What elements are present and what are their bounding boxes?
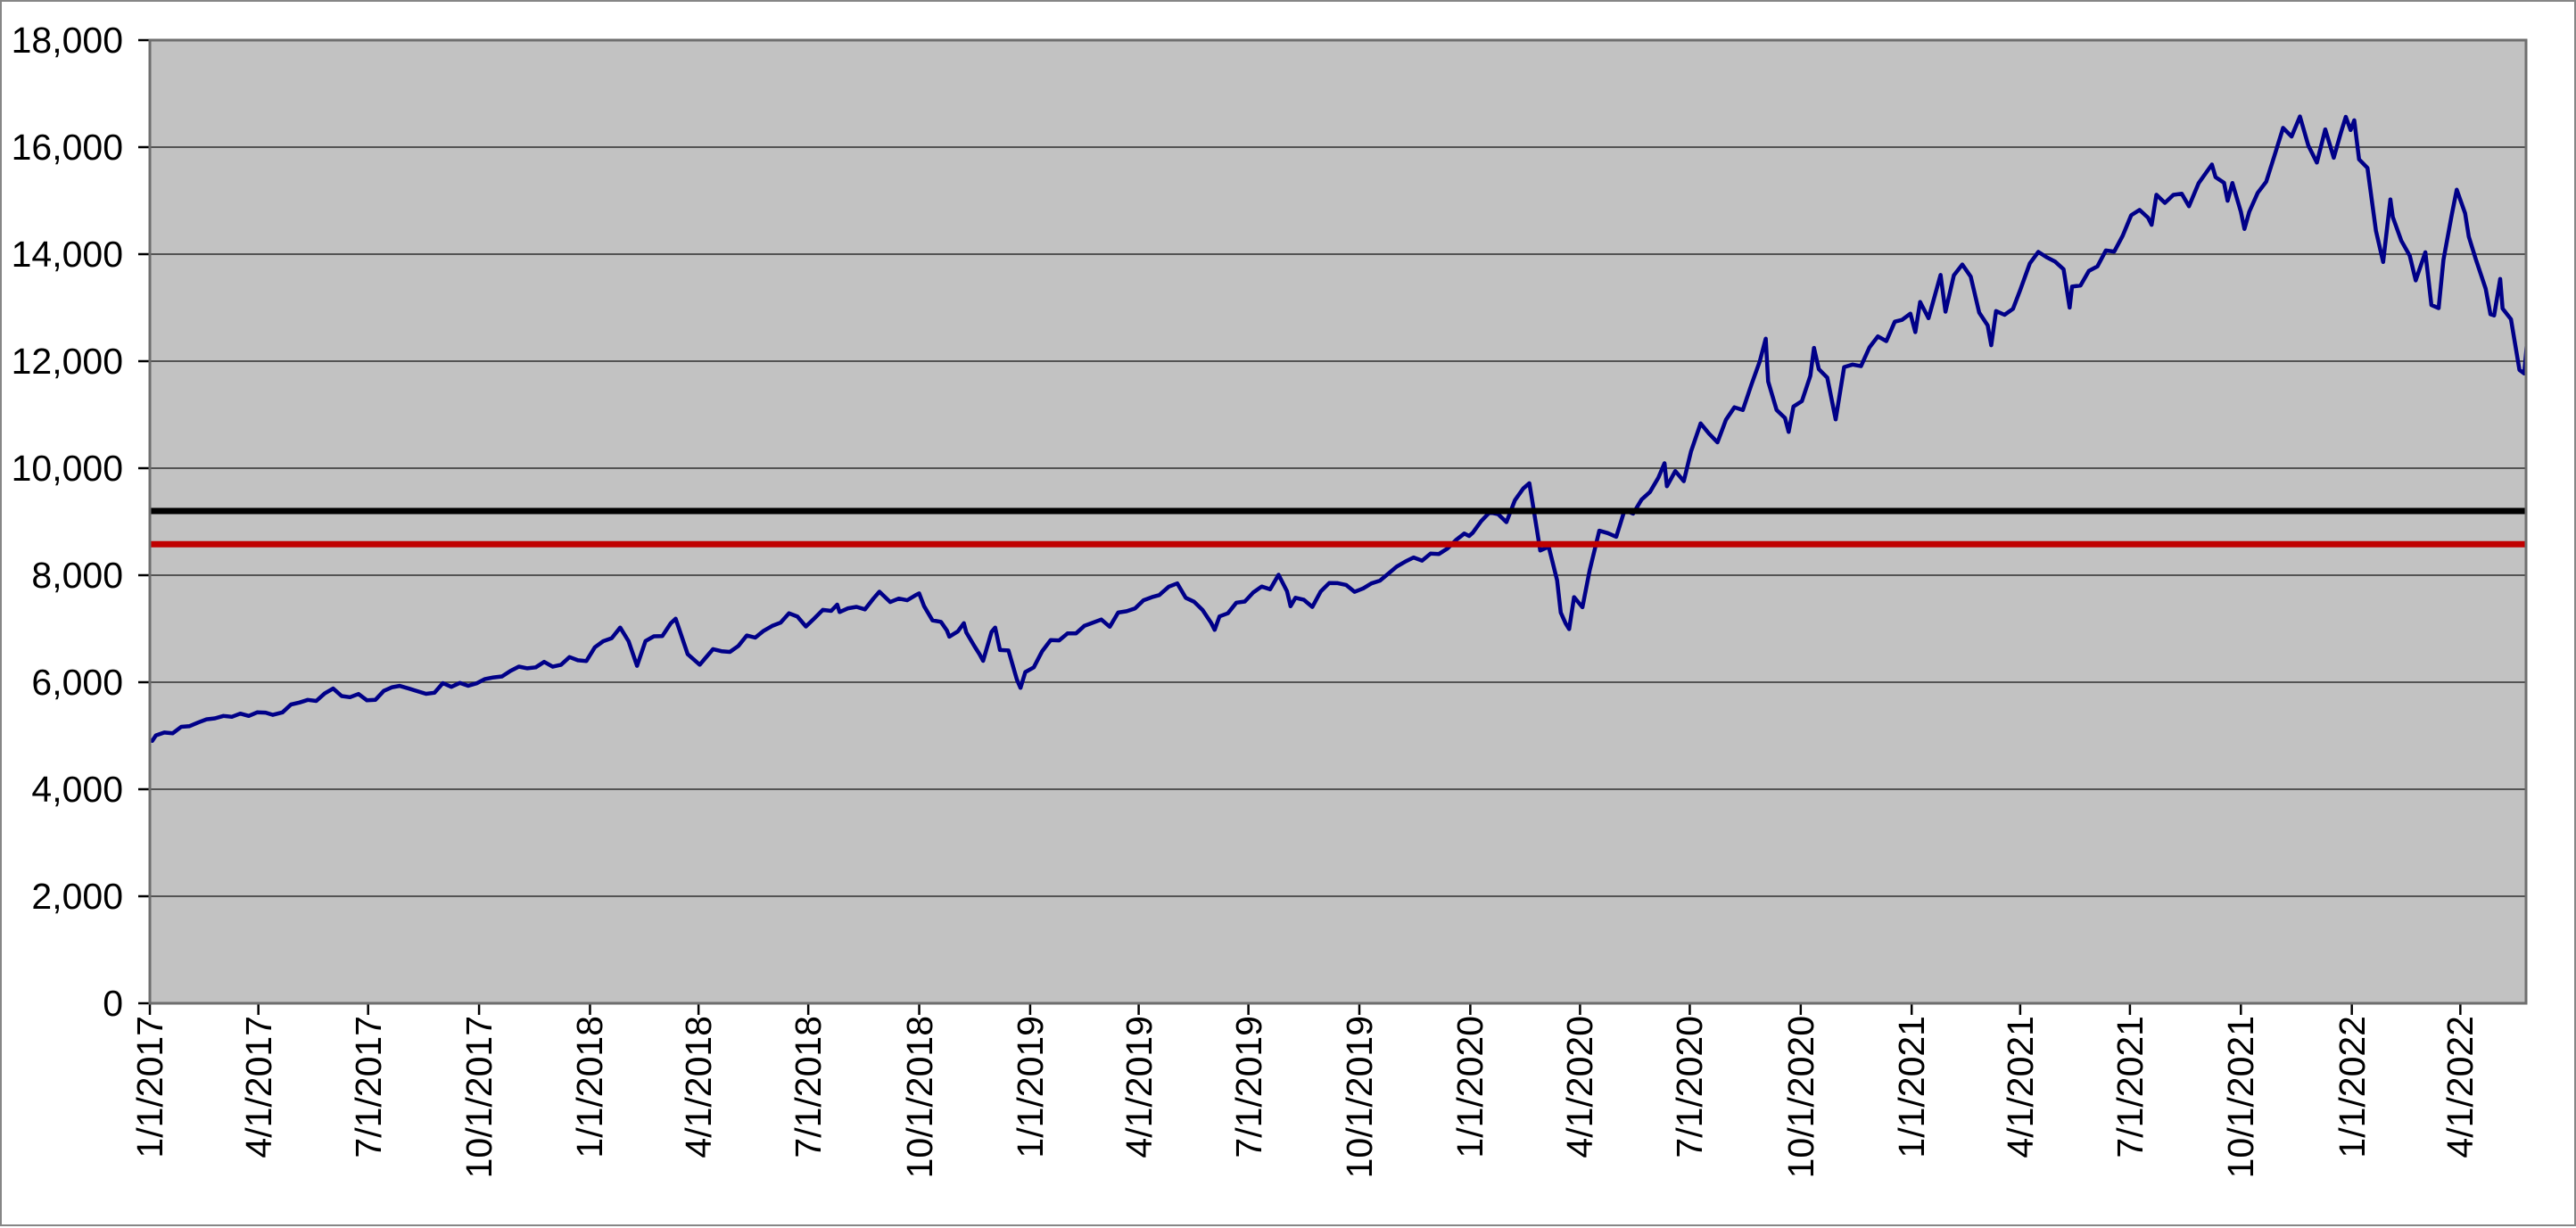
y-tick-label: 4,000 (31, 769, 123, 810)
x-tick-label: 1/1/2017 (129, 1016, 170, 1158)
x-tick-label: 7/1/2020 (1669, 1016, 1711, 1158)
y-tick-label: 0 (103, 983, 123, 1024)
x-tick-label: 1/1/2020 (1449, 1016, 1491, 1158)
x-tick-label: 7/1/2021 (2109, 1016, 2151, 1158)
x-tick-label: 4/1/2020 (1559, 1016, 1601, 1158)
x-tick-label: 4/1/2019 (1118, 1016, 1160, 1158)
x-tick-label: 10/1/2019 (1339, 1016, 1380, 1179)
x-tick-label: 10/1/2017 (458, 1016, 500, 1179)
x-tick-label: 7/1/2019 (1227, 1016, 1269, 1158)
x-tick-label: 4/1/2022 (2440, 1016, 2481, 1158)
x-tick-label: 10/1/2020 (1779, 1016, 1821, 1179)
y-tick-label: 14,000 (11, 234, 123, 275)
plot-border (148, 38, 2528, 1005)
y-tick-label: 16,000 (11, 127, 123, 168)
x-tick-label: 10/1/2018 (898, 1016, 940, 1179)
x-tick-label: 7/1/2017 (347, 1016, 389, 1158)
x-tick-label: 1/1/2022 (2331, 1016, 2373, 1158)
x-tick-label: 10/1/2021 (2220, 1016, 2262, 1179)
y-tick-label: 8,000 (31, 555, 123, 596)
y-tick-label: 6,000 (31, 662, 123, 703)
x-tick-label: 4/1/2017 (237, 1016, 279, 1158)
x-tick-label: 4/1/2018 (678, 1016, 720, 1158)
y-tick-label: 10,000 (11, 448, 123, 489)
x-tick-label: 1/1/2018 (569, 1016, 611, 1158)
x-tick-label: 7/1/2018 (788, 1016, 830, 1158)
y-tick-label: 12,000 (11, 341, 123, 382)
y-tick-label: 18,000 (11, 20, 123, 61)
x-tick-label: 1/1/2019 (1009, 1016, 1051, 1158)
plot-area (150, 40, 2526, 1003)
x-tick-label: 1/1/2021 (1891, 1016, 1933, 1158)
index-value-line (150, 114, 2526, 744)
y-tick-label: 2,000 (31, 876, 123, 917)
x-tick-label: 4/1/2021 (1999, 1016, 2041, 1158)
